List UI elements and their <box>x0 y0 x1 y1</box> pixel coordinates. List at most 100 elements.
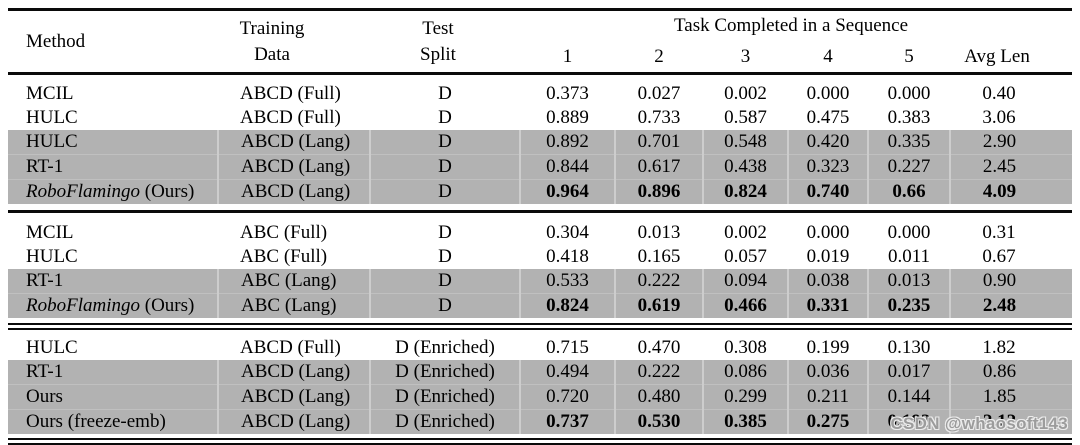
cell-training-data: ABC (Lang) <box>217 269 370 294</box>
cell-task-2: 0.617 <box>614 154 703 180</box>
cell-task-3: 0.086 <box>702 360 788 385</box>
cell-task-4: 0.740 <box>787 179 868 204</box>
table-row: Ours ABCD (Lang) D (Enriched) 0.720 0.480 0.2… <box>8 384 1072 410</box>
cell-avg-len: 0.86 <box>949 360 1072 385</box>
block-2: MCIL ABC (Full) D 0.304 0.013 0.002 0.000 0.000… <box>8 213 1072 323</box>
cell-task-3: 0.587 <box>724 107 767 128</box>
cell-training-data: ABC (Full) <box>240 222 328 243</box>
cell-task-1: 0.418 <box>546 246 589 267</box>
header-row-2: 1 2 3 4 5 Avg Len <box>8 41 1072 72</box>
table-row: RoboFlamingo (Ours) ABCD (Lang) D 0.964 0.89… <box>8 179 1072 204</box>
cell-task-3: 0.057 <box>724 246 767 267</box>
header-test-line1: Test <box>422 17 454 39</box>
cell-test-split: D (Enriched) <box>369 384 520 410</box>
cell-task-1: 0.824 <box>519 293 615 318</box>
cell-task-2: 0.619 <box>614 293 703 318</box>
cell-task-5: 0.335 <box>867 130 950 155</box>
cell-task-3: 0.094 <box>702 269 788 294</box>
col-header-training-data: Training Data <box>218 11 370 72</box>
cell-test-split: D <box>369 293 520 318</box>
cell-avg-len: 0.67 <box>982 246 1016 267</box>
cell-test-split: D <box>438 83 452 104</box>
cell-task-1: 0.737 <box>519 409 615 434</box>
cell-task-4: 0.420 <box>787 130 868 155</box>
cell-training-data: ABCD (Full) <box>240 107 341 128</box>
results-table: Method Training Data Test Split Task Com… <box>8 8 1072 445</box>
cell-avg-len: 2.48 <box>949 293 1072 318</box>
cell-method: MCIL <box>26 83 74 104</box>
table-row: RoboFlamingo (Ours) ABC (Lang) D 0.824 0.619… <box>8 293 1072 318</box>
col-header-avg-len: Avg Len <box>964 45 1030 67</box>
cell-avg-len: 2.12 <box>949 409 1072 434</box>
cell-test-split: D (Enriched) <box>395 337 495 358</box>
cell-avg-len: 3.06 <box>982 107 1016 128</box>
header-training-line2: Data <box>254 43 290 65</box>
cell-task-3: 0.385 <box>702 409 788 434</box>
block-2-body: MCIL ABC (Full) D 0.304 0.013 0.002 0.000 0.000… <box>8 221 1072 318</box>
table-row: Ours (freeze-emb) ABCD (Lang) D (Enriched)… <box>8 409 1072 434</box>
top-rule <box>8 8 1072 11</box>
cell-task-5: 0.013 <box>867 269 950 294</box>
cell-task-2: 0.733 <box>637 107 681 128</box>
col-header-task-2: 2 <box>654 45 664 67</box>
cell-training-data: ABC (Full) <box>240 246 328 267</box>
block-1: MCIL ABCD (Full) D 0.373 0.027 0.002 0.000 0.00… <box>8 75 1072 210</box>
cell-task-3: 0.002 <box>724 222 767 243</box>
cell-task-4: 0.199 <box>806 337 850 358</box>
cell-training-data: ABC (Lang) <box>217 293 370 318</box>
cell-method: RT-1 <box>8 269 218 294</box>
header-row-1: Method Training Data Test Split Task Com… <box>8 11 1072 65</box>
cell-method: MCIL <box>26 222 74 243</box>
results-block-1-table: MCIL ABCD (Full) D 0.373 0.027 0.002 0.000 0.00… <box>8 82 1072 204</box>
cell-task-2: 0.222 <box>614 360 703 385</box>
cell-task-4: 0.000 <box>806 83 850 104</box>
cell-avg-len: 0.40 <box>982 83 1016 104</box>
cell-training-data: ABCD (Lang) <box>217 154 370 180</box>
cell-avg-len: 1.85 <box>949 384 1072 410</box>
table-row: MCIL ABCD (Full) D 0.373 0.027 0.002 0.000 0.00… <box>8 82 1072 106</box>
cell-task-5: 0.000 <box>887 222 931 243</box>
cell-task-4: 0.036 <box>787 360 868 385</box>
cell-task-5: 0.017 <box>867 360 950 385</box>
col-header-test-split: Test Split <box>370 11 520 72</box>
cell-task-5: 0.144 <box>867 384 950 410</box>
method-italic-name: RoboFlamingo <box>26 295 140 316</box>
watermark: CSDN @whaosoft143 <box>890 414 1068 433</box>
cell-task-3: 0.002 <box>724 83 767 104</box>
col-header-task-3: 3 <box>740 45 751 67</box>
cell-task-4: 0.211 <box>787 384 868 410</box>
cell-test-split: D (Enriched) <box>369 409 520 434</box>
cell-task-2: 0.027 <box>637 83 681 104</box>
cell-task-4: 0.323 <box>787 154 868 180</box>
cell-task-1: 0.304 <box>546 222 589 243</box>
col-header-task-5: 5 <box>904 45 914 67</box>
cell-task-5: 0.011 <box>887 246 931 267</box>
cell-task-3: 0.299 <box>702 384 788 410</box>
table-row: RT-1 ABC (Lang) D 0.533 0.222 0.094 0.038 0.013… <box>8 269 1072 294</box>
cell-task-4: 0.000 <box>806 222 850 243</box>
cell-avg-len: 2.90 <box>949 130 1072 155</box>
cell-avg-len: 0.31 <box>982 222 1016 243</box>
table-row: MCIL ABC (Full) D 0.304 0.013 0.002 0.000 0.000… <box>8 221 1072 245</box>
cell-training-data: ABCD (Full) <box>240 83 341 104</box>
cell-task-5: 0.66 <box>867 179 950 204</box>
table-header: Method Training Data Test Split Task Com… <box>8 11 1072 72</box>
cell-task-4: 0.275 <box>787 409 868 434</box>
cell-method: Ours <box>8 384 218 410</box>
cell-task-3: 0.466 <box>702 293 788 318</box>
table-row: HULC ABCD (Lang) D 0.892 0.701 0.548 0.420 0.33… <box>8 130 1072 155</box>
results-block-3-table: HULC ABCD (Full) D (Enriched) 0.715 0.470 0.3… <box>8 336 1072 434</box>
cell-task-3: 0.308 <box>724 337 767 358</box>
cell-training-data: ABCD (Full) <box>240 337 341 358</box>
cell-training-data: ABCD (Lang) <box>217 360 370 385</box>
cell-task-1: 0.964 <box>519 179 615 204</box>
cell-task-5: 0.383 <box>887 107 931 128</box>
cell-task-3: 0.438 <box>702 154 788 180</box>
cell-task-4: 0.019 <box>806 246 850 267</box>
header-training-line1: Training <box>239 17 305 39</box>
cell-task-5: 0.130 <box>887 337 931 358</box>
cell-method: HULC <box>26 107 78 128</box>
mid-rule-1 <box>8 210 1072 213</box>
cell-task-3: 0.824 <box>702 179 788 204</box>
cell-method: RoboFlamingo (Ours) <box>8 179 218 204</box>
